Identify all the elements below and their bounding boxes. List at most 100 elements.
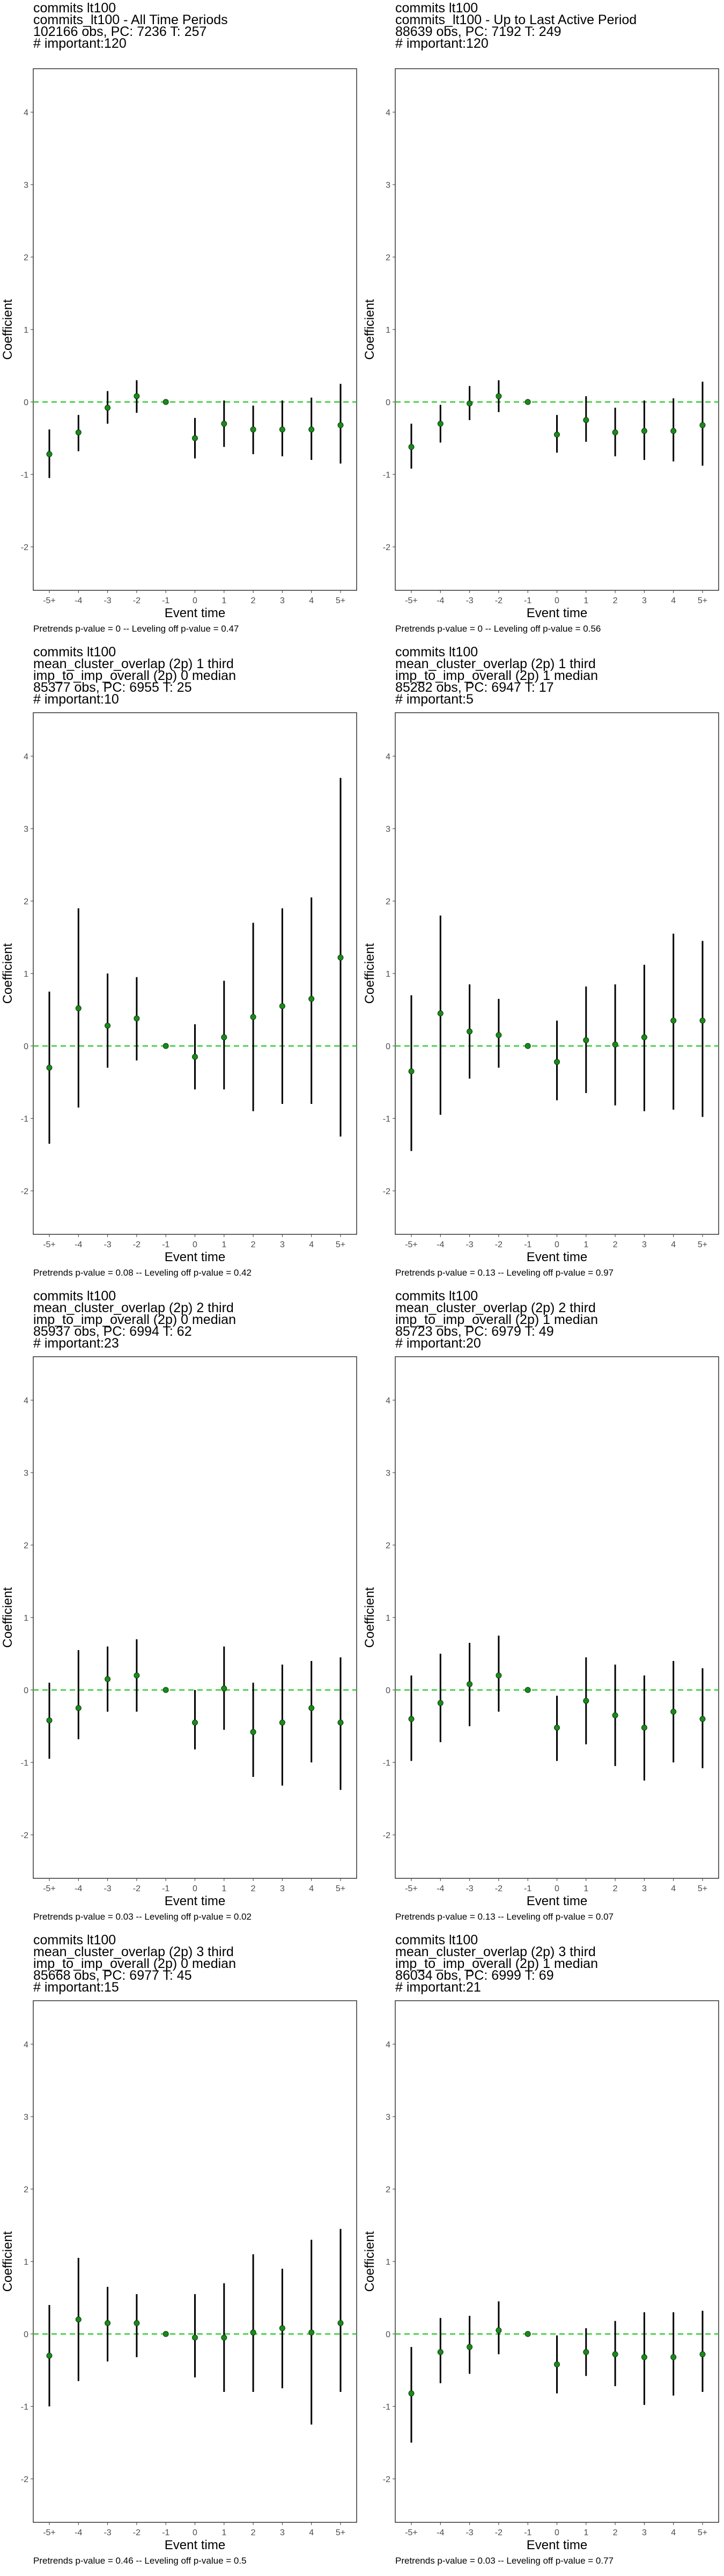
coefficient-point: [162, 1043, 169, 1049]
x-tick-label: 4: [671, 2528, 676, 2537]
panel-title-line: commits lt100: [395, 645, 478, 660]
panel-title-line: imp_to_imp_overall (2p) 1 median: [395, 1956, 598, 1971]
y-axis-label: Coefficient: [1, 2231, 15, 2292]
panel-title-line: imp_to_imp_overall (2p) 0 median: [33, 668, 236, 683]
y-tick-label: 1: [386, 970, 390, 979]
pvalue-footnote: Pretrends p-value = 0.13 -- Leveling off…: [395, 1268, 614, 1278]
y-tick-label: 3: [386, 181, 390, 190]
coefficient-point: [221, 2334, 227, 2341]
panel-title: commits lt100 commits_lt100 - Up to Last …: [395, 1, 637, 50]
coefficient-point: [496, 1672, 502, 1679]
x-tick-label: 2: [251, 596, 256, 605]
y-tick-label: 0: [386, 398, 390, 407]
panel-title-line: # important:15: [33, 1980, 119, 1995]
y-tick-label: 0: [386, 1042, 390, 1051]
panel-title-line: mean_cluster_overlap (2p) 3 third: [33, 1944, 234, 1959]
x-tick-label: -2: [495, 1884, 503, 1893]
coefficient-point: [496, 393, 502, 399]
pvalue-footnote: Pretrends p-value = 0.03 -- Leveling off…: [395, 2556, 614, 2566]
x-tick-label: -1: [524, 2528, 531, 2537]
panel-title: commits lt100 mean_cluster_overlap (2p) 1…: [395, 645, 598, 706]
x-tick-label: -5+: [405, 1240, 418, 1249]
plot-frame: [395, 68, 719, 591]
coefficient-point: [337, 1719, 344, 1726]
coefficient-point: [75, 2316, 82, 2323]
y-tick-label: 3: [24, 1469, 28, 1478]
x-tick-label: -4: [75, 596, 82, 605]
coefficient-point: [641, 1034, 647, 1041]
coefficient-point: [554, 2361, 560, 2368]
y-tick-label: 2: [24, 2185, 28, 2194]
coefficient-point: [467, 2344, 473, 2350]
panel-title-line: 102166 obs, PC: 7236 T: 257: [33, 24, 207, 39]
coefficient-point: [105, 1022, 111, 1029]
coefficient-point: [583, 2349, 589, 2355]
plot-frame: [33, 2000, 357, 2523]
y-tick-label: 2: [24, 897, 28, 906]
coefficient-point: [250, 426, 256, 433]
coefficient-point: [524, 2331, 531, 2337]
x-axis-label: Event time: [165, 606, 225, 620]
panel-title-line: commits lt100: [33, 1, 116, 16]
coefficient-point: [467, 1681, 473, 1687]
x-tick-label: -5+: [43, 1240, 56, 1249]
x-tick-label: -3: [466, 596, 473, 605]
coefficient-point: [308, 2329, 315, 2336]
panel-title-line: imp_to_imp_overall (2p) 0 median: [33, 1312, 236, 1327]
x-tick-label: -3: [104, 2528, 111, 2537]
y-tick-label: 4: [24, 752, 28, 762]
x-tick-label: -1: [524, 1884, 531, 1893]
x-tick-label: -4: [437, 596, 444, 605]
coefficient-point: [496, 1032, 502, 1038]
x-tick-label: -5+: [43, 1884, 56, 1893]
y-tick-label: 4: [386, 752, 390, 762]
x-tick-label: -3: [466, 2528, 473, 2537]
x-tick-label: -5+: [405, 596, 418, 605]
coefficient-point: [612, 1712, 618, 1718]
coefficient-point: [554, 1724, 560, 1731]
x-tick-label: 3: [280, 1884, 285, 1893]
y-tick-label: -1: [383, 2403, 390, 2412]
pvalue-footnote: Pretrends p-value = 0 -- Leveling off p-…: [395, 624, 601, 634]
y-tick-label: -1: [21, 471, 28, 480]
coefficient-point: [105, 405, 111, 411]
coefficient-point: [437, 1700, 444, 1706]
panel-title-line: imp_to_imp_overall (2p) 0 median: [33, 1956, 236, 1971]
plot-frame: [395, 712, 719, 1235]
panel-title-line: 85937 obs, PC: 6994 T: 62: [33, 1324, 192, 1339]
x-tick-label: 2: [613, 1240, 618, 1249]
coefficient-point: [641, 428, 647, 434]
y-axis-label: Coefficient: [1, 1587, 15, 1648]
y-tick-label: 1: [24, 970, 28, 979]
x-tick-label: 3: [280, 1240, 285, 1249]
y-tick-label: 0: [386, 1686, 390, 1695]
x-tick-label: 5+: [698, 1240, 707, 1249]
chart-svg: -2 -1 0 1 2 3 4 -5+ -4 -3 -2 -1 0 1 2 3 4 5+ Event time Coe…: [363, 1356, 719, 1908]
coefficient-point: [583, 1037, 589, 1043]
x-axis-label: Event time: [165, 1250, 225, 1264]
x-tick-label: 3: [642, 2528, 647, 2537]
panel-title: commits lt100 mean_cluster_overlap (2p) 3…: [33, 1934, 236, 1995]
x-tick-label: 2: [613, 1884, 618, 1893]
panel-title-line: commits lt100: [395, 1, 478, 16]
x-tick-label: 0: [555, 596, 559, 605]
x-tick-label: 0: [555, 2528, 559, 2537]
x-tick-label: 5+: [336, 2528, 345, 2537]
y-tick-label: -2: [21, 1831, 28, 1840]
y-axis-label: Coefficient: [1, 299, 15, 360]
event-study-panel: commits lt100 mean_cluster_overlap (2p) 2…: [0, 1288, 362, 1932]
coefficient-point: [221, 1034, 227, 1041]
y-tick-label: 4: [24, 2040, 28, 2050]
event-study-panel: commits lt100 mean_cluster_overlap (2p) 2…: [362, 1288, 724, 1932]
panel-title: commits lt100 commits_lt100 - All Time Pe…: [33, 1, 228, 50]
x-tick-label: 2: [251, 1240, 256, 1249]
x-tick-label: 0: [193, 1884, 197, 1893]
x-tick-label: 1: [583, 1884, 588, 1893]
panel-title: commits lt100 mean_cluster_overlap (2p) 2…: [395, 1290, 598, 1350]
coefficient-point: [467, 400, 473, 407]
x-tick-label: 2: [613, 2528, 618, 2537]
x-tick-label: -4: [437, 1240, 444, 1249]
chart-svg: -2 -1 0 1 2 3 4 -5+ -4 -3 -2 -1 0 1 2 3 4 5+ Event time Coe…: [363, 712, 719, 1264]
x-axis-label: Event time: [527, 1894, 587, 1908]
y-tick-label: 4: [386, 2040, 390, 2050]
